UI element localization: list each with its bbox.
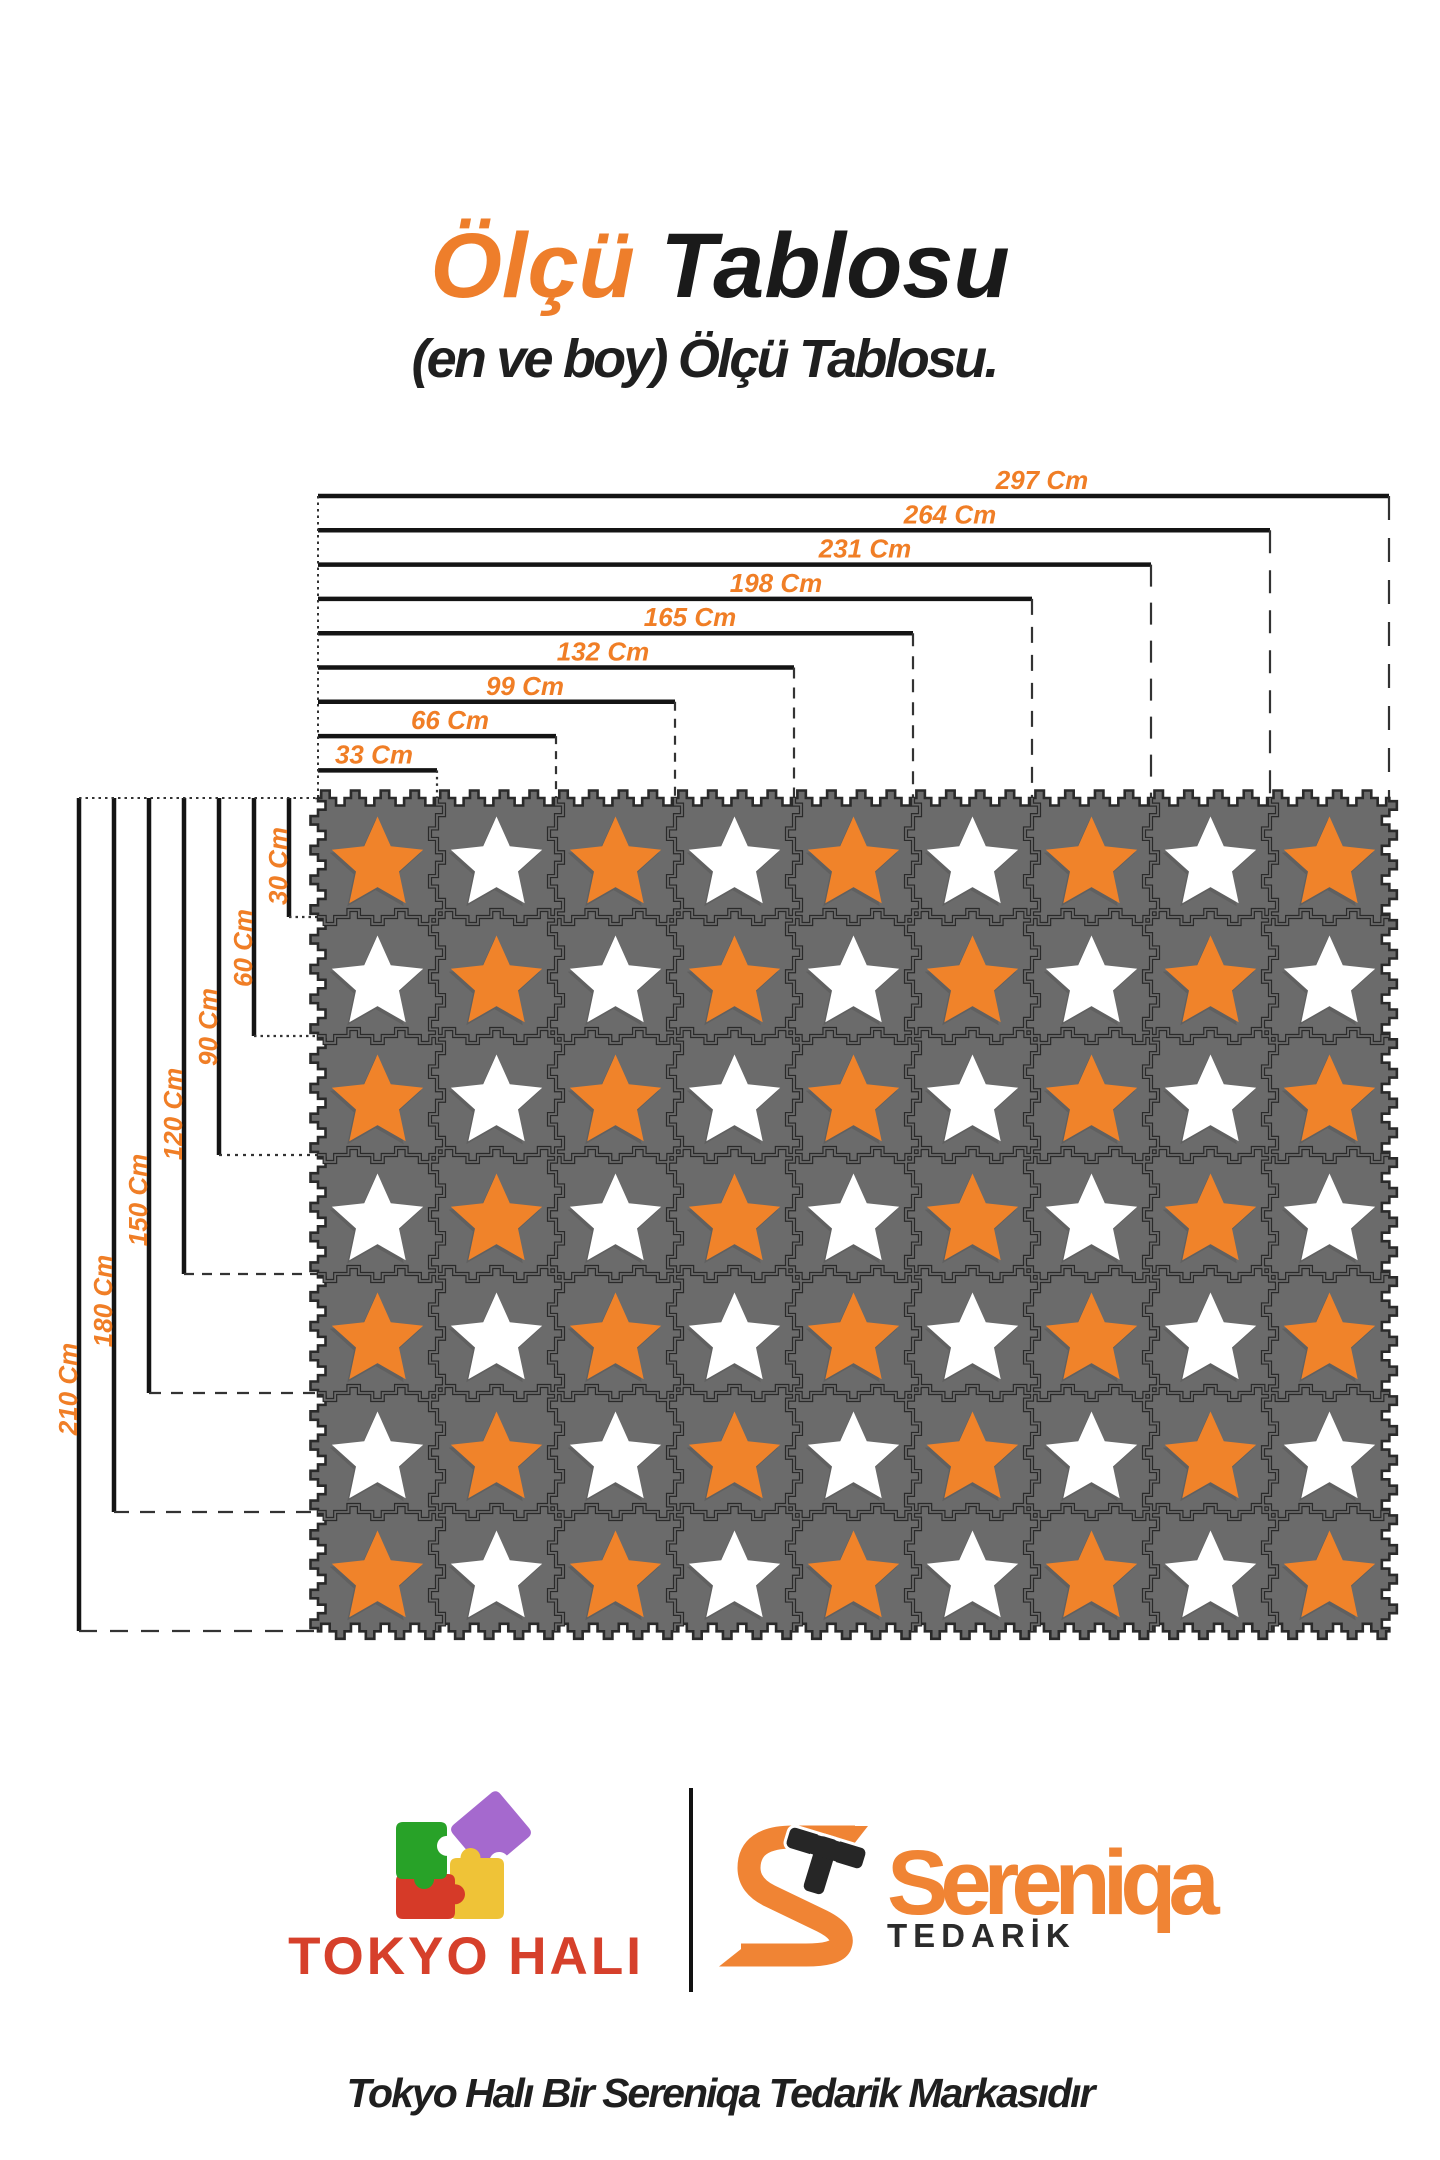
svg-text:30 Cm: 30 Cm [263, 827, 293, 905]
svg-text:33 Cm: 33 Cm [335, 739, 413, 769]
svg-text:90 Cm: 90 Cm [193, 988, 223, 1066]
svg-text:Tokyo Halı Bir Sereniqa Tedari: Tokyo Halı Bir Sereniqa Tedarik Markasıd… [347, 2070, 1098, 2116]
svg-text:120 Cm: 120 Cm [158, 1068, 188, 1161]
svg-text:297 Cm: 297 Cm [995, 465, 1089, 495]
svg-text:180 Cm: 180 Cm [88, 1255, 118, 1348]
svg-text:165 Cm: 165 Cm [644, 602, 737, 632]
svg-text:Ölçü Tablosu: Ölçü Tablosu [430, 215, 1009, 317]
svg-text:150 Cm: 150 Cm [123, 1154, 153, 1247]
svg-text:60 Cm: 60 Cm [228, 909, 258, 987]
svg-text:198 Cm: 198 Cm [730, 568, 823, 598]
svg-text:TEDARİK: TEDARİK [887, 1917, 1076, 1954]
svg-text:132 Cm: 132 Cm [557, 637, 650, 667]
svg-text:TOKYO HALI: TOKYO HALI [288, 1927, 644, 1986]
svg-text:99 Cm: 99 Cm [486, 671, 564, 701]
svg-text:66 Cm: 66 Cm [411, 705, 489, 735]
svg-text:210 Cm: 210 Cm [53, 1343, 83, 1437]
svg-text:(en ve boy) Ölçü Tablosu.: (en ve boy) Ölçü Tablosu. [411, 329, 996, 389]
svg-text:264 Cm: 264 Cm [903, 499, 997, 529]
svg-text:231 Cm: 231 Cm [818, 534, 912, 564]
svg-text:Sereniqa: Sereniqa [887, 1832, 1220, 1934]
